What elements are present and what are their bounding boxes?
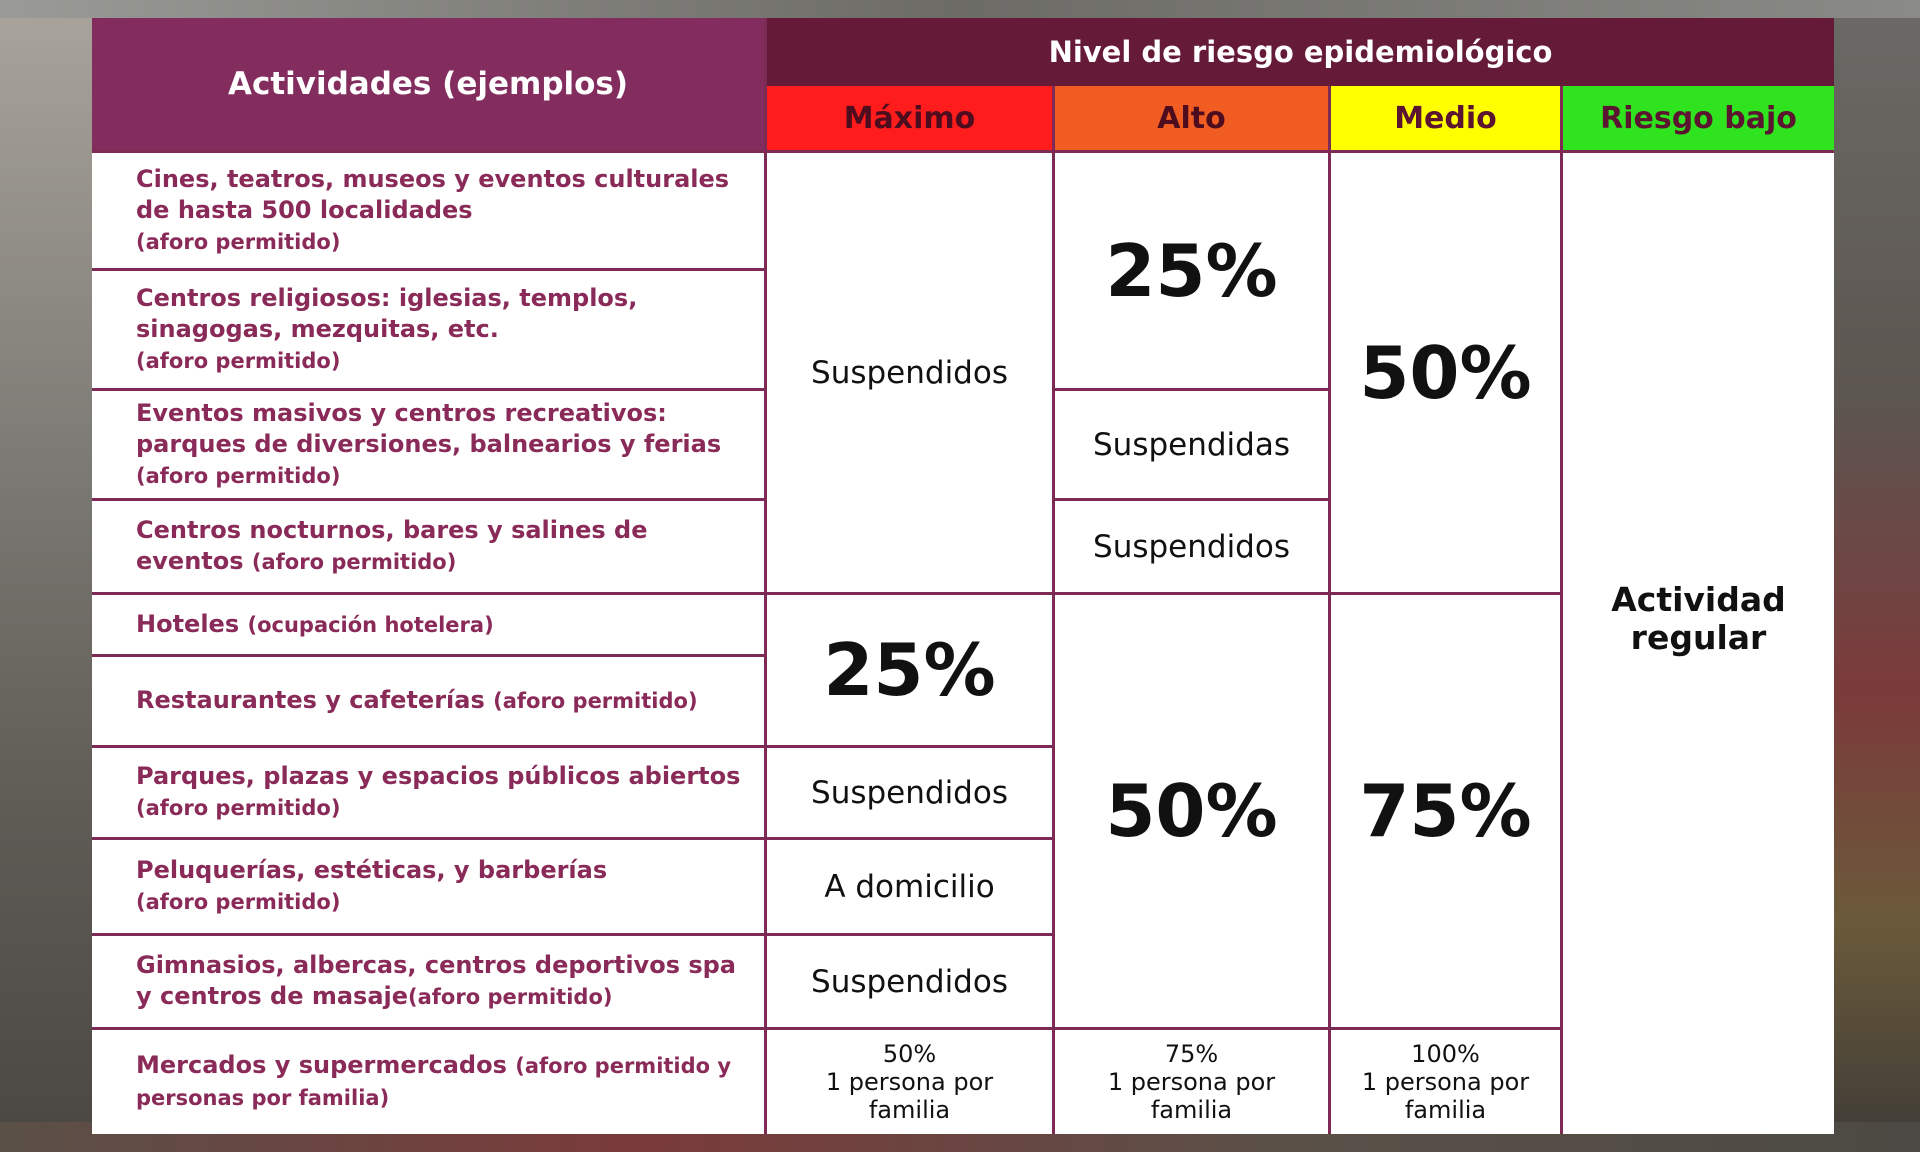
alto-culture-religious: 25% [1055,153,1331,391]
level-riesgo-bajo-label: Riesgo bajo [1600,100,1797,136]
level-medio-label: Medio [1394,100,1497,136]
bajo-all: Actividad regular [1563,153,1834,1134]
medio-culture-to-nightlife: 50% [1331,153,1563,595]
activity-row-cines: Cines, teatros, museos y eventos cultura… [92,153,767,271]
activity-row-hoteles: Hoteles (ocupación hotelera) [92,595,767,657]
activity-text: Restaurantes y cafeterías [136,686,485,714]
activities-header-label: Actividades (ejemplos) [227,66,629,102]
activity-row-nocturnos: Centros nocturnos, bares y salines de ev… [92,501,767,595]
activity-row-peluquerias: Peluquerías, estéticas, y barberías (afor… [92,840,767,936]
maximo-gyms: Suspendidos [767,936,1055,1030]
cell-value: 50% 1 persona por familia [825,1040,994,1124]
cell-value: 25% [823,628,996,712]
alto-nightlife: Suspendidos [1055,501,1331,595]
cell-value: Actividad regular [1611,580,1786,657]
cell-value: 50% [1359,330,1532,415]
activity-row-mercados: Mercados y supermercados (aforo permitid… [92,1030,767,1134]
alto-hotels-to-gyms: 50% [1055,595,1331,1030]
activity-text: Centros nocturnos, bares y salines de ev… [136,516,648,575]
activity-note: (aforo permitido) [136,348,341,373]
activity-note: (aforo permitido) [408,985,613,1009]
activity-row-gimnasios: Gimnasios, albercas, centros deportivos … [92,936,767,1030]
cell-value: Suspendidos [811,774,1008,811]
level-maximo: Máximo [767,86,1055,153]
activities-header: Actividades (ejemplos) [92,18,767,153]
alto-markets: 75% 1 persona por familia [1055,1030,1331,1134]
maximo-salons: A domicilio [767,840,1055,936]
activity-row-religiosos: Centros religiosos: iglesias, templos, s… [92,271,767,391]
level-riesgo-bajo: Riesgo bajo [1563,86,1834,153]
cell-value: 75% 1 persona por familia [1107,1040,1276,1124]
activity-note: (aforo permitido) [136,890,341,914]
cell-value: 25% [1105,228,1278,313]
level-medio: Medio [1331,86,1563,153]
background-top [0,0,1920,18]
alto-mass-events: Suspendidas [1055,391,1331,501]
activity-row-parques: Parques, plazas y espacios públicos abie… [92,748,767,840]
maximo-parks: Suspendidos [767,748,1055,840]
maximo-hotels-restaurants: 25% [767,595,1055,748]
activity-text: Hoteles [136,609,240,638]
activity-note: (aforo permitido) [136,796,341,820]
activity-text: Parques, plazas y espacios públicos abie… [136,762,741,790]
risk-level-header: Nivel de riesgo epidemiológico [767,18,1834,86]
maximo-markets: 50% 1 persona por familia [767,1030,1055,1134]
cell-value: 75% [1359,769,1532,853]
medio-markets: 100% 1 persona por familia [1331,1030,1563,1134]
activity-text: Peluquerías, estéticas, y barberías [136,856,608,884]
cell-value: Suspendidas [1093,426,1290,463]
activity-note: (aforo permitido) [136,229,341,254]
activity-text: Centros religiosos: iglesias, templos, s… [136,283,638,343]
activity-row-eventos-masivos: Eventos masivos y centros recreativos: p… [92,391,767,501]
level-alto: Alto [1055,86,1331,153]
activity-note: (aforo permitido) [136,463,341,488]
cell-value: 50% [1105,769,1278,853]
activity-row-restaurantes: Restaurantes y cafeterías (aforo permiti… [92,657,767,748]
cell-value: Suspendidos [811,354,1008,391]
activity-text: Gimnasios, albercas, centros deportivos … [136,951,736,1010]
cell-value: 100% 1 persona por familia [1361,1040,1530,1124]
risk-level-header-label: Nivel de riesgo epidemiológico [1048,35,1553,69]
activity-note: (aforo permitido) [251,550,457,574]
cell-value: Suspendidos [1093,528,1290,565]
level-alto-label: Alto [1157,100,1226,136]
risk-table: Actividades (ejemplos) Nivel de riesgo e… [92,18,1834,1134]
medio-hotels-to-gyms: 75% [1331,595,1563,1030]
cell-value: Suspendidos [811,963,1008,1000]
activity-note: (ocupación hotelera) [247,612,494,637]
level-maximo-label: Máximo [843,100,976,136]
activity-text: Eventos masivos y centros recreativos: p… [136,398,722,458]
cell-value: A domicilio [824,868,995,905]
maximo-culture-to-nightlife: Suspendidos [767,153,1055,595]
activity-note: (aforo permitido) [493,689,698,713]
activity-text: Cines, teatros, museos y eventos cultura… [136,164,730,224]
activity-text: Mercados y supermercados [136,1051,507,1079]
activity-note: (aforo permitido y personas por familia) [136,1054,732,1110]
